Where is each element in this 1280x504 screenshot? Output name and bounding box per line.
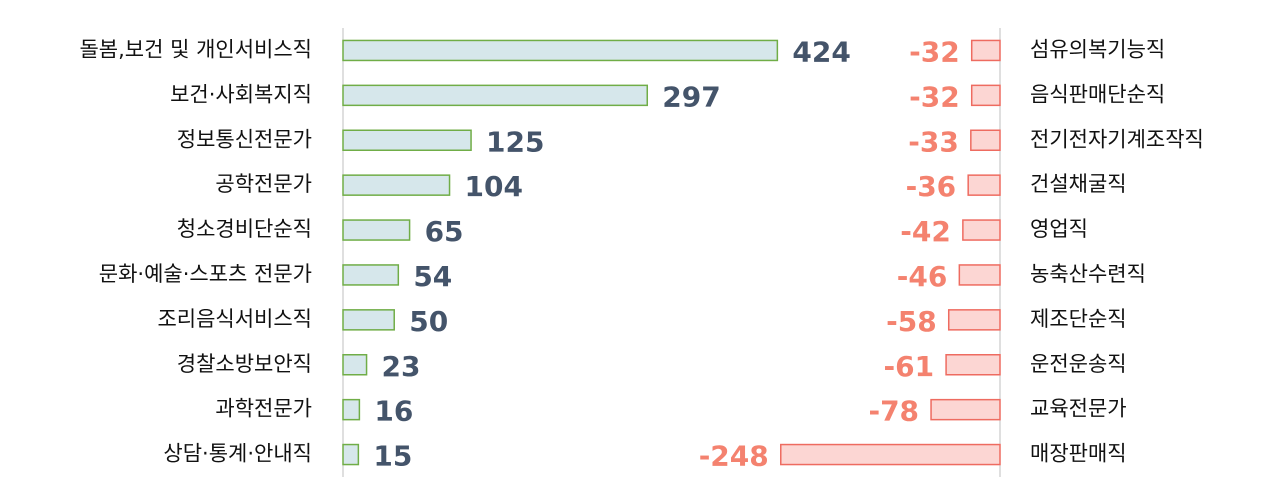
category-label: 돌봄,보건 및 개인서비스직 — [79, 37, 312, 61]
bar — [930, 398, 1001, 421]
value-label: 104 — [465, 170, 523, 203]
category-label: 제조단순직 — [1030, 307, 1127, 331]
value-label: -58 — [886, 305, 937, 338]
value-label: 16 — [374, 395, 413, 428]
value-label: -42 — [900, 215, 951, 248]
bar — [962, 219, 1001, 241]
value-label: -78 — [868, 395, 919, 428]
value-label: -32 — [909, 80, 960, 113]
category-label: 보건·사회복지직 — [170, 82, 312, 106]
value-label: -61 — [883, 350, 934, 383]
category-label: 문화·예술·스포츠 전문가 — [99, 262, 312, 286]
category-label: 조리음식서비스직 — [157, 307, 312, 331]
bar — [947, 309, 1001, 331]
value-label: 54 — [413, 260, 452, 293]
category-label: 정보통신전문가 — [177, 127, 312, 151]
category-label: 음식판매단순직 — [1030, 82, 1165, 106]
category-label: 영업직 — [1030, 217, 1088, 241]
category-label: 전기전자기계조작직 — [1030, 127, 1204, 151]
bar — [342, 398, 361, 421]
value-label: -36 — [906, 170, 957, 203]
value-label: 297 — [662, 80, 720, 113]
bar — [342, 354, 368, 376]
value-label: 23 — [382, 350, 421, 383]
category-label: 청소경비단순직 — [177, 217, 312, 241]
category-label: 상담·통계·안내직 — [163, 442, 312, 466]
bar — [342, 264, 400, 286]
bar — [342, 443, 360, 466]
bar — [342, 309, 395, 331]
bar — [970, 84, 1001, 107]
value-label: 50 — [409, 305, 448, 338]
category-label: 운전운송직 — [1030, 352, 1127, 376]
category-label: 매장판매직 — [1030, 442, 1127, 466]
bar — [970, 39, 1001, 62]
bar — [967, 174, 1001, 196]
category-label: 교육전문가 — [1030, 397, 1127, 421]
value-label: 125 — [486, 125, 544, 158]
category-label: 건설채굴직 — [1030, 172, 1127, 196]
value-label: 424 — [792, 35, 850, 68]
category-label: 섬유의복기능직 — [1030, 37, 1165, 61]
value-label: 65 — [425, 215, 464, 248]
value-label: -248 — [699, 440, 769, 473]
bar — [342, 39, 779, 62]
category-label: 경찰소방보안직 — [177, 352, 312, 376]
bar — [342, 219, 411, 241]
bar — [958, 264, 1001, 286]
bar — [342, 129, 472, 151]
value-label: -33 — [908, 125, 959, 158]
category-label: 과학전문가 — [215, 397, 312, 421]
bar — [945, 354, 1001, 376]
value-label: -32 — [909, 35, 960, 68]
bar — [342, 174, 451, 196]
bar — [780, 443, 1001, 466]
category-label: 공학전문가 — [215, 172, 312, 196]
value-label: -46 — [897, 260, 948, 293]
value-label: 15 — [373, 440, 412, 473]
bar — [970, 129, 1001, 151]
bar — [342, 84, 649, 107]
category-label: 농축산수련직 — [1030, 262, 1146, 286]
